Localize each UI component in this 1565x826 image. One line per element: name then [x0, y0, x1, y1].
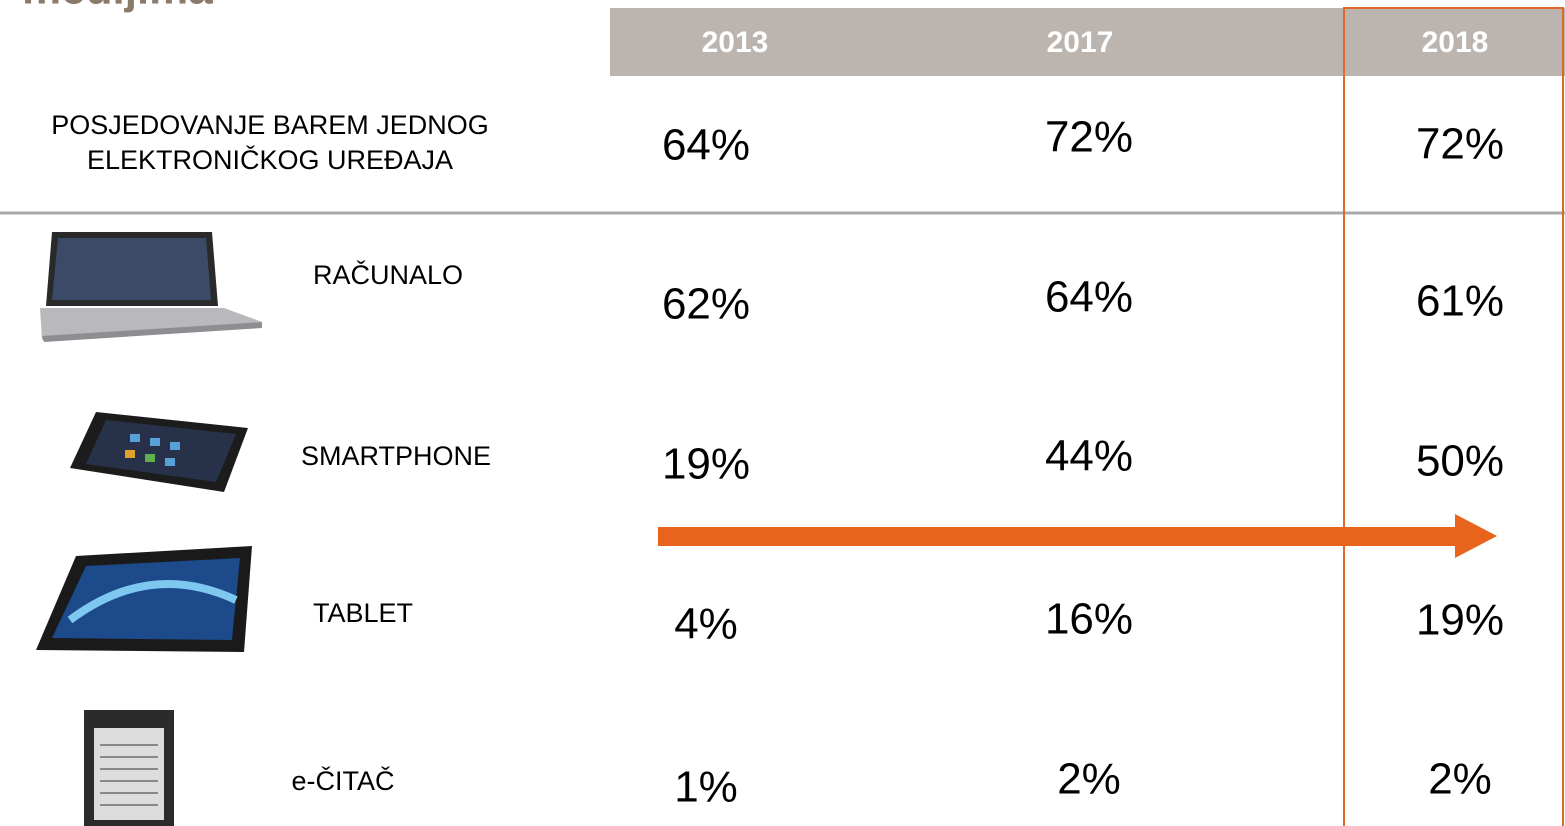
smartphone-icon: [70, 412, 248, 492]
laptop-icon: [40, 232, 262, 342]
tablet-icon: [36, 546, 252, 652]
ereader-icon: [84, 710, 174, 826]
header-bar: [610, 8, 1565, 76]
cell-value: 4%: [674, 600, 738, 649]
row-label: TABLET: [313, 598, 413, 628]
cell-value: 1%: [674, 763, 738, 812]
cell-value: 64%: [662, 121, 750, 170]
highlight-box: [1343, 7, 1564, 826]
column-header: 2018: [1422, 26, 1489, 59]
row-label: e-ČITAČ: [291, 765, 394, 796]
cell-value: 62%: [662, 280, 750, 329]
row-label: ELEKTRONIČKOG UREĐAJA: [87, 144, 453, 175]
row-label: SMARTPHONE: [301, 441, 491, 471]
cell-value: 72%: [1045, 113, 1133, 162]
column-header: 2017: [1047, 26, 1114, 59]
cell-value: 16%: [1045, 595, 1133, 644]
trend-arrow: [658, 514, 1497, 558]
cell-value: 2%: [1057, 755, 1121, 804]
column-header: 2013: [702, 26, 769, 59]
row-label: RAČUNALO: [313, 259, 463, 290]
cell-value: 44%: [1045, 432, 1133, 481]
cell-value: 50%: [1416, 437, 1504, 486]
row-label: POSJEDOVANJE BAREM JEDNOG: [51, 110, 489, 140]
slide-title: medijima: [22, 0, 213, 14]
cell-value: 2%: [1428, 755, 1492, 804]
cell-value: 61%: [1416, 277, 1504, 326]
cell-value: 19%: [1416, 596, 1504, 645]
cell-value: 19%: [662, 440, 750, 489]
cell-value: 72%: [1416, 120, 1504, 169]
cell-value: 64%: [1045, 273, 1133, 322]
